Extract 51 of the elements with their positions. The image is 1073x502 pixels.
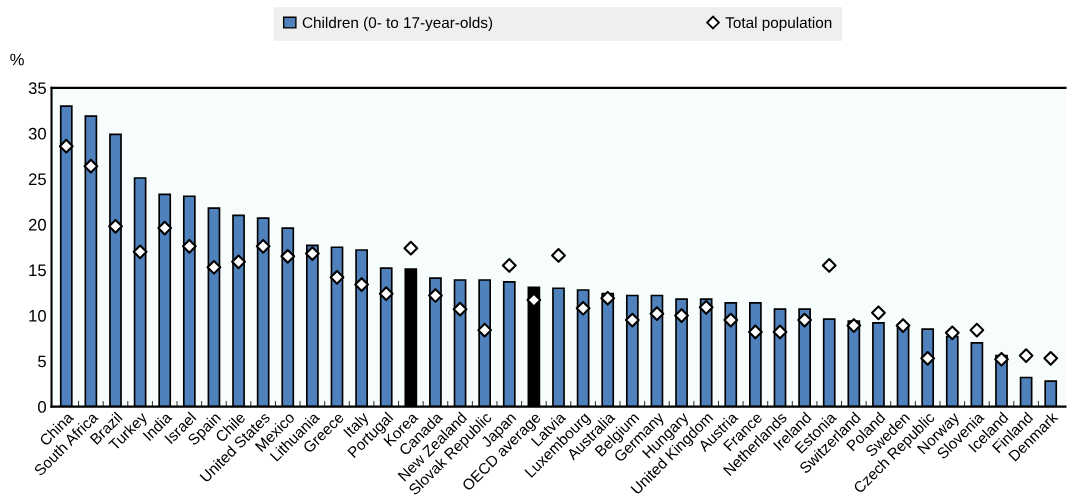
point bbox=[181, 238, 197, 254]
y-tick-label: 0 bbox=[38, 401, 46, 413]
legend-label: Total population bbox=[725, 16, 832, 32]
point bbox=[575, 300, 591, 316]
y-tick-label: 10 bbox=[29, 309, 46, 322]
point bbox=[846, 318, 862, 333]
point bbox=[58, 138, 74, 154]
point bbox=[132, 244, 148, 260]
y-tick-label: 5 bbox=[38, 355, 46, 368]
point bbox=[108, 218, 123, 234]
point bbox=[501, 258, 517, 273]
point bbox=[821, 258, 837, 273]
point bbox=[944, 325, 960, 341]
point bbox=[551, 248, 566, 263]
point bbox=[255, 238, 271, 254]
point bbox=[354, 277, 370, 292]
point bbox=[304, 246, 320, 262]
point bbox=[1043, 350, 1059, 366]
point bbox=[871, 305, 886, 321]
legend-label: Children (0- to 17-year-olds) bbox=[302, 16, 493, 32]
point bbox=[772, 324, 788, 340]
point bbox=[649, 306, 665, 322]
y-tick-label: 35 bbox=[28, 82, 46, 95]
y-tick-label: 20 bbox=[28, 218, 46, 231]
point bbox=[994, 351, 1009, 367]
y-tick-label: 15 bbox=[29, 264, 46, 277]
point bbox=[674, 308, 689, 323]
point bbox=[280, 248, 296, 264]
point bbox=[624, 312, 640, 328]
point bbox=[477, 322, 493, 338]
point bbox=[83, 158, 99, 174]
point bbox=[920, 350, 936, 366]
point bbox=[157, 220, 173, 236]
point bbox=[747, 324, 763, 340]
point bbox=[698, 299, 714, 315]
point bbox=[329, 269, 345, 285]
point bbox=[206, 259, 222, 275]
point bbox=[452, 301, 468, 317]
y-axis-title: % bbox=[10, 53, 24, 66]
y-tick-label: 25 bbox=[28, 173, 46, 186]
point bbox=[428, 288, 443, 303]
point bbox=[895, 318, 911, 333]
point bbox=[723, 312, 739, 328]
point bbox=[969, 322, 985, 338]
point bbox=[403, 240, 419, 256]
point bbox=[797, 312, 813, 328]
point bbox=[1018, 348, 1034, 364]
y-tick-label: 30 bbox=[28, 127, 46, 140]
point bbox=[231, 254, 246, 270]
point bbox=[600, 290, 616, 306]
point bbox=[378, 286, 394, 302]
